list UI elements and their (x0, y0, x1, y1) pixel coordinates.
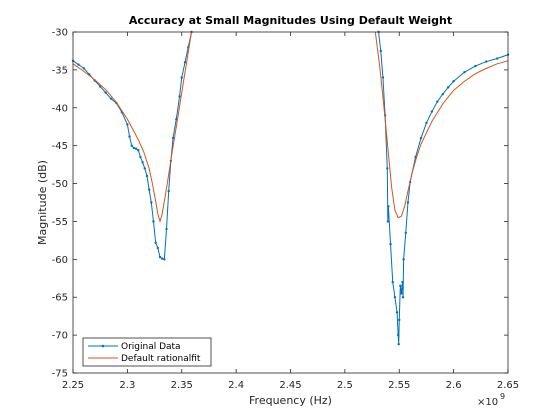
data-point-original-data (436, 100, 439, 103)
y-tick-label: -30 (52, 28, 68, 39)
data-point-original-data (425, 121, 428, 125)
data-point-original-data (391, 280, 394, 284)
y-tick-label: -55 (52, 217, 68, 228)
data-point-original-data (400, 292, 403, 295)
data-point-original-data (150, 201, 153, 204)
data-point-original-data (141, 161, 144, 164)
data-point-original-data (399, 284, 402, 288)
data-point-original-data (381, 76, 385, 79)
x-exponent-base: ×10 (477, 397, 498, 408)
x-exponent: ×10 9 (477, 392, 505, 408)
data-point-original-data (130, 144, 133, 147)
data-point-original-data (389, 242, 392, 246)
series-line-original-data (72, 31, 193, 260)
y-tick-label: -75 (52, 369, 68, 380)
data-point-original-data (145, 174, 149, 178)
data-point-original-data (387, 205, 390, 208)
data-point-original-data (398, 318, 401, 322)
data-point-original-data (77, 63, 80, 66)
y-tick-label: -45 (52, 141, 68, 152)
data-point-original-data (401, 296, 405, 299)
data-point-original-data (98, 85, 102, 88)
data-point-original-data (132, 146, 136, 150)
y-tick-label: -65 (52, 293, 68, 304)
data-point-original-data (139, 155, 142, 159)
data-point-original-data (495, 57, 499, 60)
legend: Original Data Default rationalfit (82, 337, 212, 367)
plot-area (71, 30, 510, 346)
data-point-original-data (126, 123, 129, 126)
chart-title: Accuracy at Small Magnitudes Using Defau… (129, 14, 452, 27)
data-point-original-data (393, 296, 397, 299)
data-point-original-data (104, 91, 107, 94)
x-tick-label: 2.5 (337, 380, 353, 391)
data-point-original-data (137, 149, 140, 152)
data-point-original-data (463, 70, 466, 74)
x-tick-label: 2.55 (388, 380, 410, 391)
data-point-original-data (158, 255, 162, 259)
legend-label-original-data: Original Data (121, 342, 181, 352)
y-tick-label: -50 (52, 179, 68, 190)
legend-label-default-rationalfit: Default rationalfit (121, 354, 201, 364)
x-exponent-power: 9 (500, 392, 505, 401)
y-tick-label: -60 (52, 255, 68, 266)
data-point-original-data (452, 80, 455, 83)
x-tick-label: 2.4 (228, 380, 244, 391)
data-point-original-data (128, 135, 131, 138)
data-point-original-data (404, 231, 407, 235)
data-point-original-data (143, 167, 146, 170)
data-point-original-data (156, 246, 160, 250)
data-point-original-data (154, 241, 157, 244)
data-point-original-data (386, 167, 389, 170)
data-point-original-data (485, 60, 488, 63)
data-point-original-data (402, 258, 405, 261)
data-point-original-data (441, 92, 444, 96)
series-line-default-rationalfit (374, 31, 509, 219)
data-point-original-data (180, 76, 183, 79)
series-line-default-rationalfit (72, 31, 193, 222)
data-point-original-data (401, 280, 404, 284)
data-point-original-data (474, 64, 477, 68)
legend-marker-original-data (101, 344, 105, 348)
data-point-original-data (397, 343, 400, 346)
y-axis-label: Magnitude (dB) (36, 160, 49, 245)
data-point-original-data (163, 258, 166, 261)
data-point-original-data (160, 257, 164, 260)
data-point-original-data (171, 136, 175, 140)
x-tick-label: 2.3 (119, 380, 135, 391)
data-point-original-data (165, 227, 168, 231)
data-point-original-data (134, 147, 138, 150)
data-point-original-data (147, 188, 151, 191)
data-point-original-data (395, 311, 399, 314)
y-tick-label: -70 (52, 331, 68, 342)
x-tick-label: 2.25 (62, 380, 84, 391)
data-point-original-data (430, 110, 434, 113)
x-tick-label: 2.65 (497, 380, 519, 391)
data-point-original-data (152, 220, 155, 223)
data-point-original-data (386, 220, 390, 223)
data-point-original-data (406, 201, 410, 204)
data-point-original-data (167, 189, 170, 193)
data-point-original-data (379, 49, 382, 53)
legend-box (82, 337, 212, 367)
data-point-original-data (178, 95, 181, 98)
data-point-original-data (175, 117, 178, 121)
y-tick-label: -40 (52, 103, 68, 114)
data-point-original-data (82, 67, 86, 70)
x-tick-label: 2.45 (279, 380, 301, 391)
data-point-original-data (446, 86, 450, 89)
data-point-original-data (183, 61, 187, 64)
data-point-original-data (109, 97, 113, 100)
x-axis-label: Frequency (Hz) (249, 394, 332, 407)
data-point-original-data (396, 333, 400, 337)
y-tick-label: -35 (52, 65, 68, 76)
x-tick-label: 2.6 (446, 380, 462, 391)
x-tick-label: 2.35 (171, 380, 193, 391)
axis-ticks: 2.25 2.3 2.35 2.4 2.45 2.5 2.55 2.6 2.65 -30 -35 -4… (52, 28, 519, 392)
data-point-original-data (419, 136, 423, 140)
